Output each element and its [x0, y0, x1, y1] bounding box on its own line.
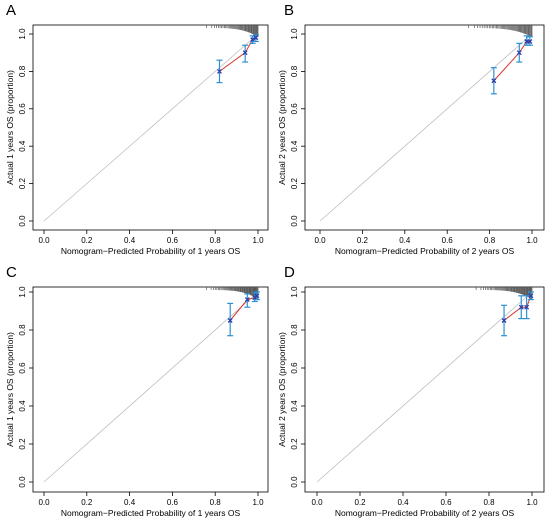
plot-frame — [32, 24, 269, 231]
data-point — [524, 304, 530, 310]
rug — [206, 25, 259, 37]
y-tick-label: 0.4 — [290, 400, 299, 412]
y-tick-label: 0.8 — [18, 324, 27, 336]
panel-a: A 0.0 0.2 0.4 0.6 0.8 1.0 0.0 0.2 0.4 0.6 0.8 1.0 Nom… — [5, 2, 269, 256]
y-tick-label: 0.4 — [18, 400, 27, 412]
y-tick-label: 0.8 — [290, 65, 299, 77]
plot-frame — [304, 24, 545, 231]
x-tick-label: 0.4 — [399, 236, 411, 245]
y-tick-label: 0.2 — [290, 438, 299, 450]
y-tick-label: 0.6 — [18, 103, 27, 115]
data-point — [491, 78, 497, 84]
x-tick-label: 1.0 — [252, 498, 264, 507]
rug — [206, 287, 259, 299]
y-tick-label: 1.0 — [18, 28, 27, 40]
data-point — [254, 293, 260, 299]
y-tick-label: 0.2 — [18, 177, 27, 189]
data-point — [518, 304, 524, 310]
rug — [475, 287, 533, 299]
y-axis-title: Actual 1 years OS (proportion) — [5, 332, 15, 447]
y-axis-title: Actual 2 years OS (proportion) — [277, 332, 287, 447]
data-point — [242, 50, 248, 56]
data-point — [217, 68, 222, 74]
x-tick-label: 0.6 — [440, 498, 452, 507]
x-tick-label: 0.8 — [483, 498, 495, 507]
panel-b: B 0.0 0.2 0.4 0.6 0.8 1.0 0.0 0.2 0.4 0.6 0.8 1.0 Nom… — [277, 2, 545, 256]
x-tick-label: 0.8 — [210, 236, 222, 245]
x-axis-title: Nomogram−Predicted Probability of 2 year… — [335, 508, 515, 518]
data-point — [244, 297, 250, 303]
y-tick-label: 0.0 — [290, 215, 299, 227]
x-tick-label: 0.8 — [210, 498, 222, 507]
y-tick-label: 1.0 — [290, 286, 299, 298]
y-tick-label: 0.2 — [290, 177, 299, 189]
y-tick-label: 1.0 — [18, 286, 27, 298]
x-tick-label: 0.0 — [38, 498, 50, 507]
y-axis-title: Actual 2 years OS (proportion) — [277, 70, 287, 185]
data-point — [227, 318, 233, 323]
y-tick-label: 0.6 — [290, 103, 299, 115]
data-point — [516, 50, 522, 56]
x-tick-label: 1.0 — [526, 236, 538, 245]
y-tick-label: 0.0 — [18, 215, 27, 227]
x-tick-label: 0.2 — [357, 236, 369, 245]
panel-label: D — [284, 264, 295, 281]
plot-frame — [32, 286, 269, 493]
calibration-line — [503, 295, 532, 321]
x-axis-title: Nomogram−Predicted Probability of 2 year… — [335, 246, 515, 256]
x-tick-label: 1.0 — [526, 498, 538, 507]
y-tick-label: 0.2 — [18, 438, 27, 450]
y-tick-label: 0.6 — [290, 362, 299, 374]
x-tick-label: 0.0 — [311, 498, 323, 507]
x-tick-label: 0.6 — [167, 236, 179, 245]
x-axis-title: Nomogram−Predicted Probability of 1 year… — [61, 508, 241, 518]
y-tick-label: 0.0 — [290, 476, 299, 488]
y-tick-label: 0.6 — [18, 362, 27, 374]
y-tick-label: 0.8 — [290, 324, 299, 336]
ideal-line — [43, 33, 259, 222]
calibration-line — [493, 40, 530, 82]
x-tick-label: 0.4 — [124, 498, 136, 507]
y-tick-label: 0.0 — [18, 476, 27, 488]
data-point — [528, 293, 534, 299]
x-tick-label: 0.2 — [354, 498, 366, 507]
x-tick-label: 1.0 — [252, 236, 264, 245]
ideal-line — [43, 291, 259, 483]
ideal-line — [319, 33, 533, 222]
ideal-line — [316, 291, 533, 483]
x-tick-label: 0.2 — [81, 498, 93, 507]
rug — [468, 25, 533, 37]
y-tick-label: 0.4 — [290, 140, 299, 152]
plot-frame — [304, 286, 545, 493]
panel-label: C — [6, 264, 17, 281]
x-tick-label: 0.6 — [442, 236, 454, 245]
y-tick-label: 0.8 — [18, 65, 27, 77]
x-axis-title: Nomogram−Predicted Probability of 1 year… — [61, 246, 241, 256]
x-tick-label: 0.0 — [38, 236, 50, 245]
y-axis-title: Actual 1 years OS (proportion) — [5, 70, 15, 185]
data-point — [501, 318, 507, 323]
x-tick-label: 0.4 — [124, 236, 136, 245]
panel-label: B — [284, 2, 294, 19]
panel-c: C 0.0 0.2 0.4 0.6 0.8 1.0 0.0 0.2 0.4 0.6 0.8 1.0 Nom… — [5, 264, 269, 518]
data-point — [527, 39, 533, 44]
data-point — [253, 35, 259, 41]
panel-label: A — [6, 2, 16, 19]
x-tick-label: 0.4 — [397, 498, 409, 507]
x-tick-label: 0.8 — [484, 236, 496, 245]
y-tick-label: 1.0 — [290, 28, 299, 40]
panel-d: D 0.0 0.2 0.4 0.6 0.8 1.0 0.0 0.2 0.4 0.6 0.8 1.0 Nom… — [277, 264, 545, 518]
x-tick-label: 0.2 — [81, 236, 93, 245]
x-tick-label: 0.0 — [314, 236, 326, 245]
x-tick-label: 0.6 — [167, 498, 179, 507]
y-tick-label: 0.4 — [18, 140, 27, 152]
